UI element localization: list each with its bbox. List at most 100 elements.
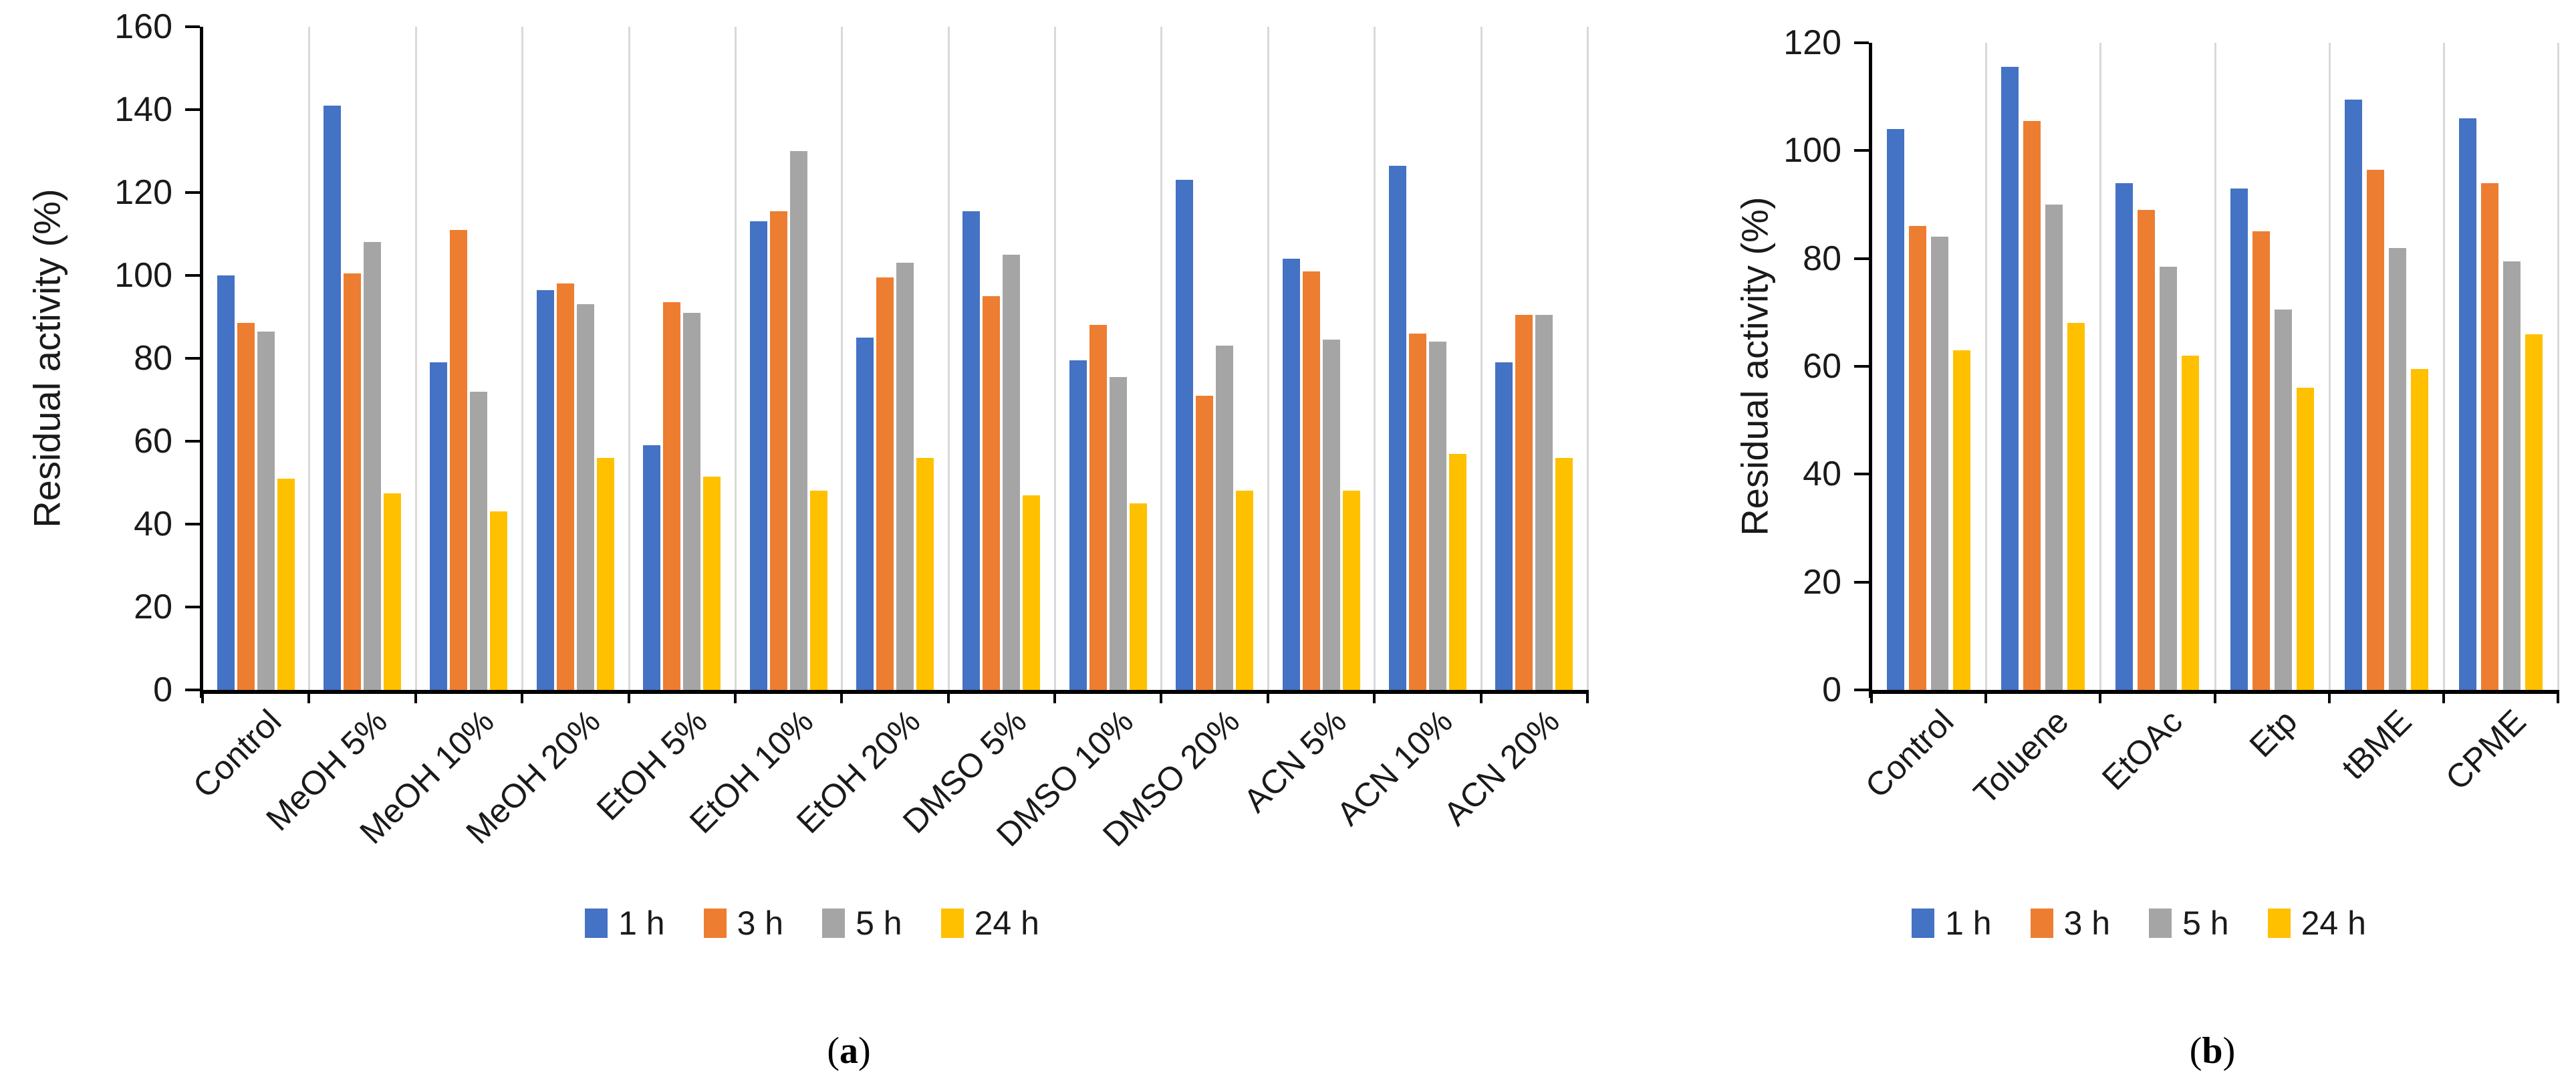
x-axis-tick (1984, 690, 1988, 703)
bar-3h-etoh-10% (769, 211, 787, 690)
bar-5h-meoh-10% (470, 391, 488, 690)
x-category-label: CPME (2438, 702, 2533, 798)
y-axis-tick (1854, 364, 1869, 368)
x-axis-tick (2557, 690, 2559, 703)
x-axis-tick (1053, 690, 1057, 703)
legend-item-1h: 1 h (1912, 904, 1992, 943)
bar-1h-dmso-20% (1176, 180, 1194, 690)
y-tick-label: 40 (134, 505, 172, 543)
bar-3h-etp (2252, 231, 2270, 690)
x-category-label: ACN 20% (1436, 702, 1567, 833)
bar-1h-dmso-5% (962, 211, 981, 690)
legend-a: 1 h 3 h 5 h 24 h (0, 904, 1624, 943)
y-axis-tick (185, 191, 200, 194)
y-tick-label: 60 (1803, 346, 1841, 386)
bar-1h-acn-5% (1282, 259, 1300, 690)
x-category-label: ACN 10% (1329, 702, 1460, 833)
caption-a-open: ( (827, 1030, 840, 1072)
bar-24h-etoac (2182, 355, 2200, 690)
bar-3h-meoh-10% (450, 229, 468, 690)
caption-b: (b) (2190, 1030, 2235, 1072)
x-axis-tick (1870, 690, 1873, 703)
legend-swatch-3h-icon (2030, 909, 2053, 938)
bar-1h-dmso-10% (1069, 360, 1087, 690)
y-axis-tick (185, 523, 200, 525)
y-tick-label: 80 (134, 339, 172, 378)
legend-swatch-24h-icon (2267, 909, 2291, 938)
bar-5h-etp (2274, 310, 2292, 690)
bar-1h-cpme (2458, 118, 2476, 690)
legend-b: 1 h 3 h 5 h 24 h (1684, 904, 2576, 943)
caption-a-close: ) (858, 1030, 871, 1072)
x-axis-tick (201, 690, 204, 703)
bar-24h-control (1953, 350, 1971, 690)
bar-24h-dmso-5% (1023, 495, 1041, 690)
bar-24h-acn-10% (1448, 453, 1466, 690)
bar-3h-dmso-20% (1196, 395, 1214, 690)
legend-swatch-5h-icon (822, 909, 846, 938)
bar-1h-toluene (2001, 67, 2019, 690)
y-axis-tick (1854, 149, 1869, 152)
bar-1h-etoh-20% (856, 338, 874, 690)
bar-24h-acn-5% (1342, 491, 1360, 690)
x-category-label: Control (185, 702, 289, 806)
category-separator-gridline (414, 27, 417, 690)
y-axis-tick (1854, 473, 1869, 476)
y-tick-label: 40 (1803, 455, 1841, 494)
category-separator-gridline (2099, 42, 2102, 690)
x-axis-tick (840, 690, 844, 703)
legend-label: 24 h (2301, 904, 2366, 942)
x-axis-tick (2213, 690, 2216, 703)
legend-item-5h: 5 h (2149, 904, 2229, 943)
x-category-label: Toluene (1966, 702, 2076, 812)
x-axis-tick (627, 690, 630, 703)
bar-1h-control (1887, 129, 1905, 690)
bar-1h-etoac (2115, 183, 2134, 690)
bar-24h-etp (2296, 388, 2314, 690)
x-category-label: tBME (2334, 702, 2419, 787)
category-separator-gridline (734, 27, 737, 690)
caption-a-letter: a (840, 1030, 858, 1072)
bar-3h-etoh-20% (876, 277, 894, 690)
bar-3h-control (237, 323, 255, 690)
bar-5h-acn-5% (1322, 340, 1340, 690)
legend-label: 3 h (2063, 904, 2111, 942)
legend-item-3h: 3 h (2030, 904, 2111, 943)
x-category-label: Control (1858, 702, 1961, 806)
bar-3h-tbme (2366, 169, 2384, 690)
bar-24h-dmso-20% (1236, 491, 1254, 690)
caption-b-close: ) (2222, 1030, 2236, 1072)
y-tick-label: 0 (153, 671, 172, 709)
bar-3h-etoh-5% (663, 302, 681, 690)
x-axis-tick (2099, 690, 2102, 703)
y-axis (1869, 42, 1872, 698)
legend-swatch-3h-icon (703, 909, 727, 938)
bar-1h-acn-20% (1495, 362, 1513, 690)
bar-3h-meoh-5% (344, 273, 362, 690)
x-axis-tick (1266, 690, 1269, 703)
bar-5h-meoh-5% (364, 242, 382, 690)
legend-swatch-5h-icon (2149, 909, 2172, 938)
bar-1h-tbme (2344, 99, 2362, 690)
y-axis-tick (185, 25, 200, 28)
bar-1h-meoh-5% (324, 105, 342, 690)
bar-3h-toluene (2023, 120, 2041, 690)
bar-24h-toluene (2067, 323, 2085, 690)
bar-1h-etoh-10% (749, 221, 767, 690)
bar-1h-control (217, 275, 235, 690)
bar-3h-control (1909, 226, 1927, 690)
bar-3h-acn-5% (1302, 271, 1320, 690)
bar-3h-dmso-10% (1089, 325, 1107, 690)
x-axis-tick (2327, 690, 2331, 703)
bar-3h-dmso-5% (983, 296, 1001, 690)
x-axis-tick (946, 690, 950, 703)
category-separator-gridline (1267, 27, 1269, 690)
bar-24h-meoh-5% (384, 493, 402, 690)
y-axis-tick (185, 440, 200, 443)
bar-5h-control (257, 331, 275, 690)
y-axis-tick (185, 357, 200, 360)
bar-1h-meoh-10% (430, 362, 448, 690)
bar-24h-etoh-10% (809, 491, 827, 690)
